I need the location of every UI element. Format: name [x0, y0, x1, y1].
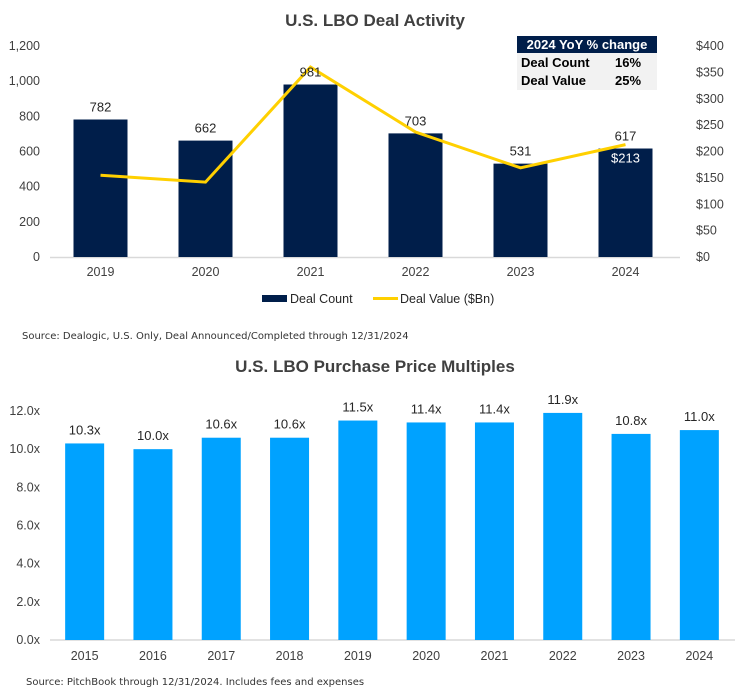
left-axis-tick-label: 200 [19, 215, 40, 229]
multiples-x-tick-label: 2016 [139, 649, 167, 663]
multiple-label: 11.0x [684, 409, 715, 424]
legend-swatch-deal-count [262, 295, 287, 302]
deal-count-bar [389, 133, 443, 257]
multiples-y-tick-label: 2.0x [16, 595, 40, 609]
multiples-x-tick-label: 2017 [207, 649, 235, 663]
multiples-title: U.S. LBO Purchase Price Multiples [235, 357, 515, 376]
multiples-y-tick-label: 4.0x [16, 557, 40, 571]
multiples-source: Source: PitchBook through 12/31/2024. In… [26, 677, 364, 688]
deal-activity-source: Source: Dealogic, U.S. Only, Deal Announ… [22, 331, 409, 342]
multiple-bar [475, 422, 514, 640]
left-axis-tick-label: 600 [19, 145, 40, 159]
deal-count-label: 703 [405, 113, 427, 128]
deal-count-label: 662 [195, 121, 217, 136]
right-axis-tick-label: $350 [696, 65, 724, 79]
deal-count-bar [284, 85, 338, 257]
yoy-row-value: 25% [615, 73, 641, 88]
purchase-price-multiples-chart: U.S. LBO Purchase Price Multiples 0.0x 2.… [9, 357, 735, 688]
deal-count-bar [494, 164, 548, 257]
yoy-table-header: 2024 YoY % change [527, 37, 648, 52]
multiple-bar [133, 449, 172, 640]
legend-label-deal-value: Deal Value ($Bn) [400, 292, 494, 306]
multiples-y-tick-label: 8.0x [16, 480, 40, 494]
right-axis-ticks: $0 $50 $100 $150 $200 $250 $300 $350 $400 [696, 39, 724, 264]
multiple-bar [680, 430, 719, 640]
x-axis-tick-label: 2021 [297, 265, 325, 279]
multiple-label: 11.9x [547, 392, 578, 407]
legend: Deal Count Deal Value ($Bn) [262, 292, 494, 306]
multiples-x-tick-label: 2021 [481, 649, 509, 663]
multiple-label: 10.6x [205, 417, 237, 432]
multiple-bar [270, 438, 309, 640]
multiples-x-tick-label: 2023 [617, 649, 645, 663]
left-axis-ticks: 0 200 400 600 800 1,000 1,200 [9, 39, 40, 264]
multiple-label: 10.0x [137, 428, 169, 443]
multiple-bar [543, 413, 582, 640]
multiple-label: 10.6x [274, 417, 306, 432]
deal-activity-chart: U.S. LBO Deal Activity 0 200 400 600 800 1,00… [9, 11, 724, 342]
multiple-label: 11.4x [479, 401, 510, 416]
x-axis-tick-label: 2020 [192, 265, 220, 279]
multiple-label: 11.5x [342, 400, 373, 415]
x-axis-ticks: 2019 2020 2021 2022 2023 2024 [87, 265, 640, 279]
left-axis-tick-label: 1,200 [9, 39, 40, 53]
deal-count-label: 981 [300, 65, 322, 80]
multiples-x-tick-label: 2020 [412, 649, 440, 663]
x-axis-tick-label: 2022 [402, 265, 430, 279]
right-axis-tick-label: $150 [696, 171, 724, 185]
x-axis-tick-label: 2024 [612, 265, 640, 279]
right-axis-tick-label: $200 [696, 145, 724, 159]
multiple-bar [202, 438, 241, 640]
yoy-change-table: 2024 YoY % change Deal Count 16% Deal Va… [517, 36, 657, 90]
multiples-bars [65, 413, 719, 640]
multiples-x-tick-label: 2019 [344, 649, 372, 663]
deal-count-bars [74, 85, 653, 257]
multiples-x-tick-label: 2018 [276, 649, 304, 663]
multiples-x-axis-ticks: 2015 2016 2017 2018 2019 2020 2021 2022 2023 2024 [71, 649, 714, 663]
multiples-y-tick-label: 10.0x [9, 442, 40, 456]
deal-count-label: 617 [615, 129, 637, 144]
multiples-x-tick-label: 2024 [685, 649, 713, 663]
deal-value-label: $213 [611, 151, 640, 166]
right-axis-tick-label: $300 [696, 92, 724, 106]
legend-label-deal-count: Deal Count [290, 292, 353, 306]
multiple-label: 11.4x [411, 401, 442, 416]
deal-count-bar [179, 141, 233, 257]
yoy-row-label: Deal Value [521, 73, 586, 88]
deal-count-label: 531 [510, 144, 532, 159]
right-axis-tick-label: $100 [696, 197, 724, 211]
x-axis-tick-label: 2019 [87, 265, 115, 279]
right-axis-tick-label: $250 [696, 118, 724, 132]
multiple-label: 10.3x [69, 422, 101, 437]
right-axis-tick-label: $0 [696, 250, 710, 264]
deal-count-label: 782 [90, 99, 112, 114]
multiples-y-tick-label: 0.0x [16, 633, 40, 647]
multiples-y-tick-label: 12.0x [9, 404, 40, 418]
multiple-bar [65, 443, 104, 640]
multiple-bar [338, 421, 377, 640]
left-axis-tick-label: 800 [19, 109, 40, 123]
multiples-x-tick-label: 2015 [71, 649, 99, 663]
x-axis-tick-label: 2023 [507, 265, 535, 279]
multiple-label: 10.8x [615, 413, 647, 428]
yoy-row-label: Deal Count [521, 55, 590, 70]
left-axis-tick-label: 400 [19, 180, 40, 194]
multiples-y-axis-ticks: 0.0x 2.0x 4.0x 6.0x 8.0x 10.0x 12.0x [9, 404, 40, 647]
multiple-bar [612, 434, 651, 640]
left-axis-tick-label: 0 [33, 250, 40, 264]
deal-count-bar [74, 119, 128, 257]
multiples-x-tick-label: 2022 [549, 649, 577, 663]
right-axis-tick-label: $400 [696, 39, 724, 53]
multiple-bar [407, 422, 446, 640]
right-axis-tick-label: $50 [696, 224, 717, 238]
multiples-y-tick-label: 6.0x [16, 519, 40, 533]
left-axis-tick-label: 1,000 [9, 74, 40, 88]
yoy-row-value: 16% [615, 55, 641, 70]
deal-activity-title: U.S. LBO Deal Activity [285, 11, 465, 30]
